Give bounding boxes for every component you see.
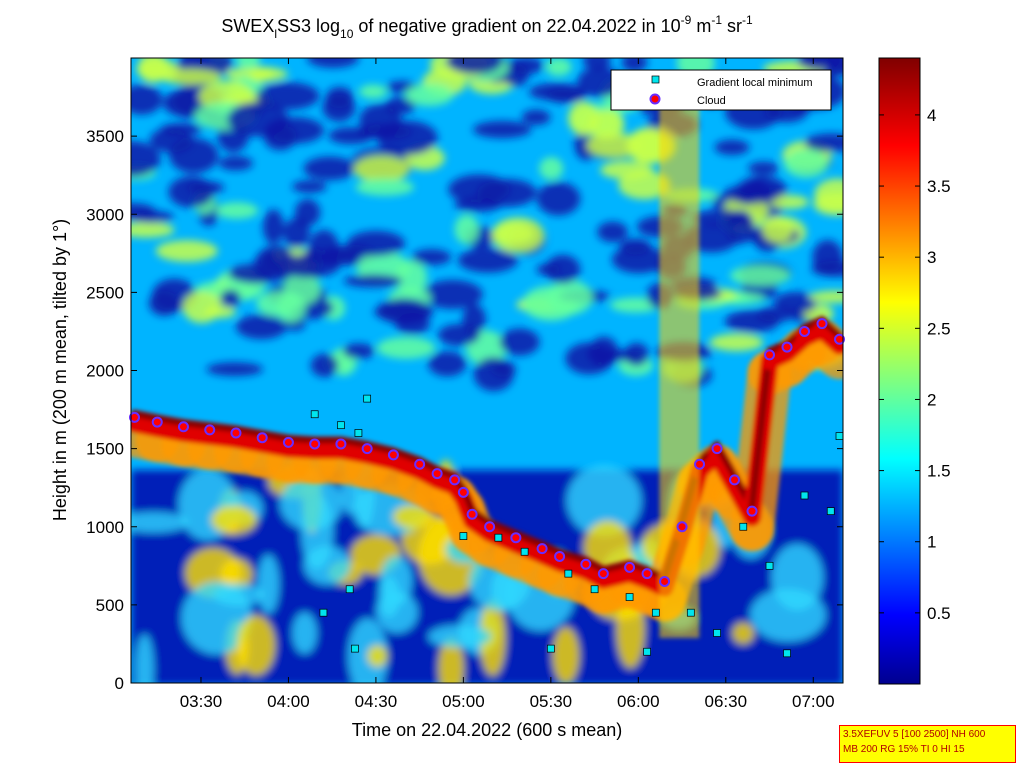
cloud-marker <box>449 474 461 486</box>
gradient-min-marker <box>345 585 354 594</box>
colorbar-tick-label: 2 <box>927 390 936 409</box>
x-tick-label: 07:00 <box>792 692 835 711</box>
y-tick-label: 2500 <box>86 283 124 302</box>
info-box: 3.5XEFUV 5 [100 2500] NH 600 MB 200 RG 1… <box>839 725 1016 763</box>
colorbar-tick-label: 0.5 <box>927 604 951 623</box>
colorbar-tick-label: 3.5 <box>927 177 951 196</box>
cloud-marker <box>204 424 216 436</box>
cloud-marker <box>764 349 776 361</box>
gradient-min-marker <box>713 629 721 637</box>
gradient-min-marker <box>337 421 345 430</box>
colorbar: 0.5 1 1.5 2 2.5 3 3.5 4 <box>878 57 951 685</box>
gradient-min-marker <box>625 593 634 601</box>
gradient-min-marker <box>363 394 372 403</box>
gradient-min-marker <box>351 644 359 653</box>
cloud-marker <box>781 341 793 353</box>
cloud-marker <box>466 508 478 520</box>
cloud-marker <box>309 438 321 450</box>
colorbar-tick-label: 2.5 <box>927 319 951 338</box>
gradient-min-marker <box>826 507 835 515</box>
gradient-min-marker <box>590 585 599 594</box>
chart-markers <box>128 318 846 658</box>
x-tick-label: 05:30 <box>530 692 573 711</box>
heatmap-area <box>131 58 843 683</box>
chart-title: SWEXlSS3 log10 of negative gradient on 2… <box>221 13 753 41</box>
cloud-marker <box>128 411 140 423</box>
cloud-marker <box>510 532 522 544</box>
cloud-marker <box>816 318 828 330</box>
cloud-marker <box>282 436 294 448</box>
y-tick-label: 1000 <box>86 518 124 537</box>
gradient-min-marker <box>547 644 555 653</box>
cloud-marker <box>641 568 653 580</box>
cloud-marker <box>729 474 741 486</box>
x-tick-label: 05:00 <box>442 692 485 711</box>
gradient-min-marker <box>494 533 503 542</box>
cloud-marker <box>746 505 758 517</box>
colorbar-tick-label: 1 <box>927 533 936 552</box>
cloud-marker <box>457 486 469 498</box>
info-line-2: MB 200 RG 15% TI 0 HI 15 <box>843 744 965 755</box>
colorbar-tick-label: 1.5 <box>927 462 951 481</box>
cloud-marker <box>624 561 636 573</box>
colorbar-tick-label: 3 <box>927 248 936 267</box>
x-tick-label: 03:30 <box>180 692 223 711</box>
gradient-min-marker <box>520 547 529 556</box>
gradient-min-marker <box>835 432 844 440</box>
cloud-marker <box>387 449 399 461</box>
cloud-marker <box>536 543 548 555</box>
y-tick-label: 3000 <box>86 205 124 224</box>
gradient-min-marker <box>459 532 468 540</box>
cloud-marker <box>711 443 723 455</box>
legend-label-gradient: Gradient local minimum <box>697 77 813 89</box>
cloud-marker <box>554 550 566 562</box>
legend-marker-cloud <box>649 93 661 105</box>
x-axis-label: Time on 22.04.2022 (600 s mean) <box>352 720 623 740</box>
info-line-1: 3.5XEFUV 5 [100 2500] NH 600 <box>843 729 986 740</box>
y-tick-label: 2000 <box>86 362 124 381</box>
gradient-min-marker <box>310 410 319 419</box>
cloud-marker <box>230 427 242 439</box>
gradient-min-marker <box>354 429 363 437</box>
cloud-marker <box>580 558 592 570</box>
gradient-min-marker <box>564 569 573 578</box>
x-tick-label: 04:30 <box>355 692 398 711</box>
gradient-min-marker <box>765 561 774 570</box>
gradient-min-marker <box>651 608 660 617</box>
cloud-marker <box>151 416 163 428</box>
y-tick-label: 500 <box>96 596 124 615</box>
cloud-marker <box>799 325 811 337</box>
y-axis-label: Height in m (200 m mean, tilted by 1°) <box>50 219 70 521</box>
cloud-marker <box>335 438 347 450</box>
gradient-min-marker <box>800 491 809 500</box>
y-tick-label: 3500 <box>86 127 124 146</box>
cloud-marker <box>431 468 443 480</box>
x-tick-label: 06:00 <box>617 692 660 711</box>
colorbar-tick-label: 4 <box>927 106 936 125</box>
x-tick-label: 06:30 <box>705 692 748 711</box>
cloud-marker <box>256 432 268 444</box>
cloud-marker <box>361 443 373 455</box>
x-tick-label: 04:00 <box>267 692 310 711</box>
cloud-marker <box>694 458 706 470</box>
legend: Gradient local minimum Cloud <box>610 69 832 111</box>
gradient-min-marker <box>319 608 328 617</box>
cloud-marker <box>659 575 671 587</box>
cloud-marker <box>414 458 426 470</box>
cloud-marker <box>676 521 688 533</box>
legend-marker-gradient <box>651 75 660 84</box>
cloud-marker <box>177 421 189 433</box>
y-tick-label: 1500 <box>86 440 124 459</box>
y-tick-label: 0 <box>115 674 124 693</box>
gradient-min-marker <box>686 608 695 617</box>
cloud-marker <box>484 521 496 533</box>
gradient-min-marker <box>739 522 748 531</box>
cloud-marker <box>597 568 609 580</box>
axes: 03:30 04:00 04:30 05:00 05:30 06:00 06:30 07:00… <box>86 58 843 711</box>
gradient-min-marker <box>643 647 651 656</box>
cloud-marker <box>834 333 846 345</box>
legend-label-cloud: Cloud <box>697 95 726 107</box>
gradient-min-marker <box>783 649 791 658</box>
